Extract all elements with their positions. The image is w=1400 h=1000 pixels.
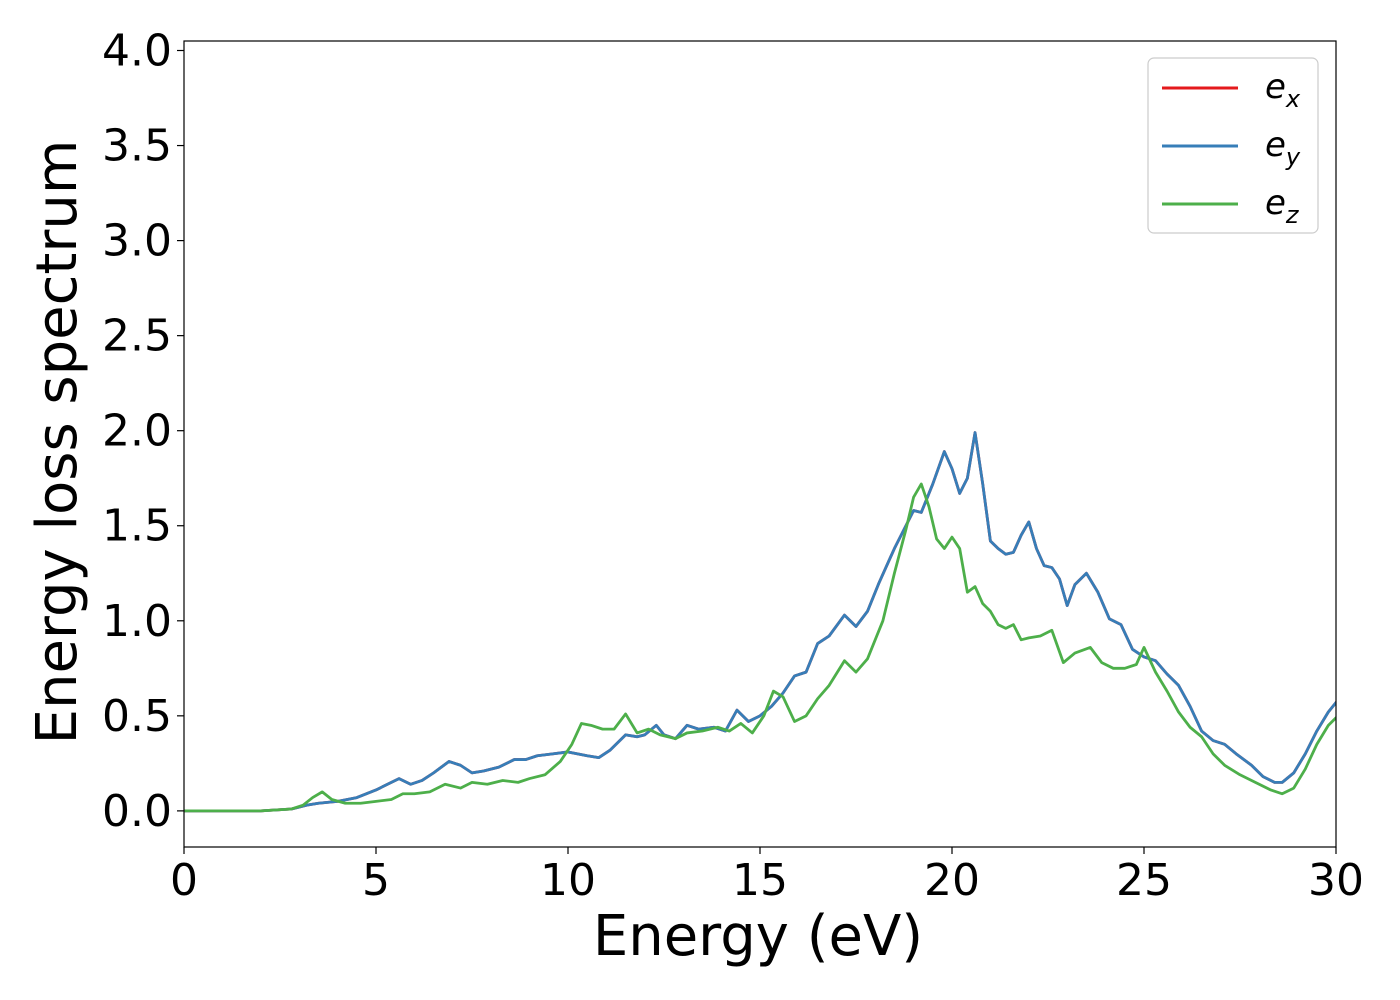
x-tick-label: 0 (170, 855, 198, 906)
series-line-x (184, 431, 1336, 813)
legend-label-x: ex (1265, 67, 1301, 113)
x-tick-label: 5 (362, 855, 390, 906)
legend: ex ey ez (1147, 57, 1319, 234)
x-axis-title: Energy (eV) (593, 904, 923, 969)
x-tick-label: 20 (924, 855, 980, 906)
y-tick-label: 2.5 (102, 311, 172, 362)
x-tick-label: 10 (540, 855, 596, 906)
legend-label-z: ez (1265, 183, 1300, 229)
y-tick-label: 1.0 (102, 596, 172, 647)
y-axis-title: Energy loss spectrum (25, 140, 90, 745)
series-line-y (184, 431, 1336, 813)
y-tick-label: 4.0 (102, 26, 172, 77)
series-line-z (184, 482, 1336, 813)
x-tick-label: 15 (732, 855, 788, 906)
y-tick-label: 1.5 (102, 501, 172, 552)
y-tick-label: 3.5 (102, 121, 172, 172)
legend-label-y: ey (1265, 125, 1301, 171)
y-tick-label: 0.5 (102, 691, 172, 742)
y-tick-label: 2.0 (102, 406, 172, 457)
y-tick-label: 0.0 (102, 786, 172, 837)
x-tick-label: 25 (1116, 855, 1172, 906)
plot-area: 0 5 10 15 20 25 30 0.0 0.5 1.0 1.5 2.0 2.5 3.0 3.5 4.0 (102, 26, 1364, 906)
x-tick-label: 30 (1308, 855, 1364, 906)
y-tick-label: 3.0 (102, 216, 172, 267)
